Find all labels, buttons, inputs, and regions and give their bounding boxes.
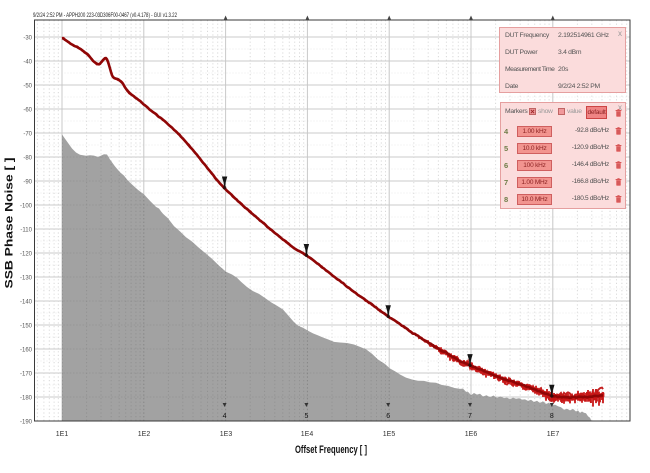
svg-text:5: 5 xyxy=(304,413,308,420)
svg-text:-110: -110 xyxy=(20,227,32,233)
svg-text:-70: -70 xyxy=(23,131,32,137)
svg-text:-190: -190 xyxy=(20,419,33,425)
svg-text:1E6: 1E6 xyxy=(465,431,478,438)
svg-text:7: 7 xyxy=(468,413,472,420)
svg-text:-180: -180 xyxy=(20,395,33,401)
svg-text:-170: -170 xyxy=(20,371,33,377)
svg-text:1E3: 1E3 xyxy=(220,431,233,438)
svg-text:-60: -60 xyxy=(23,107,32,113)
svg-text:1E4: 1E4 xyxy=(301,431,314,438)
svg-text:6: 6 xyxy=(386,413,390,420)
svg-text:-120: -120 xyxy=(20,251,33,257)
svg-text:-30: -30 xyxy=(23,35,32,41)
svg-text:4: 4 xyxy=(223,413,227,420)
svg-text:-90: -90 xyxy=(23,179,32,185)
svg-text:-40: -40 xyxy=(23,59,32,65)
svg-text:-100: -100 xyxy=(20,203,33,209)
svg-text:-150: -150 xyxy=(20,323,33,329)
svg-text:-50: -50 xyxy=(23,83,32,89)
svg-text:-80: -80 xyxy=(23,155,32,161)
svg-text:1E1: 1E1 xyxy=(56,431,69,438)
svg-text:1E7: 1E7 xyxy=(547,431,560,438)
svg-text:1E5: 1E5 xyxy=(383,431,396,438)
svg-text:Offset Frequency [ ]: Offset Frequency [ ] xyxy=(295,444,367,456)
svg-text:8: 8 xyxy=(550,413,554,420)
svg-text:9/2/24 2:52 PM - APPH200 223-0: 9/2/24 2:52 PM - APPH200 223-03D306F00-0… xyxy=(33,12,177,19)
svg-text:-140: -140 xyxy=(20,299,33,305)
svg-text:-130: -130 xyxy=(20,275,33,281)
svg-text:1E2: 1E2 xyxy=(138,431,151,438)
svg-text:SSB Phase Noise [ ]: SSB Phase Noise [ ] xyxy=(4,157,16,288)
svg-text:-160: -160 xyxy=(20,347,33,353)
